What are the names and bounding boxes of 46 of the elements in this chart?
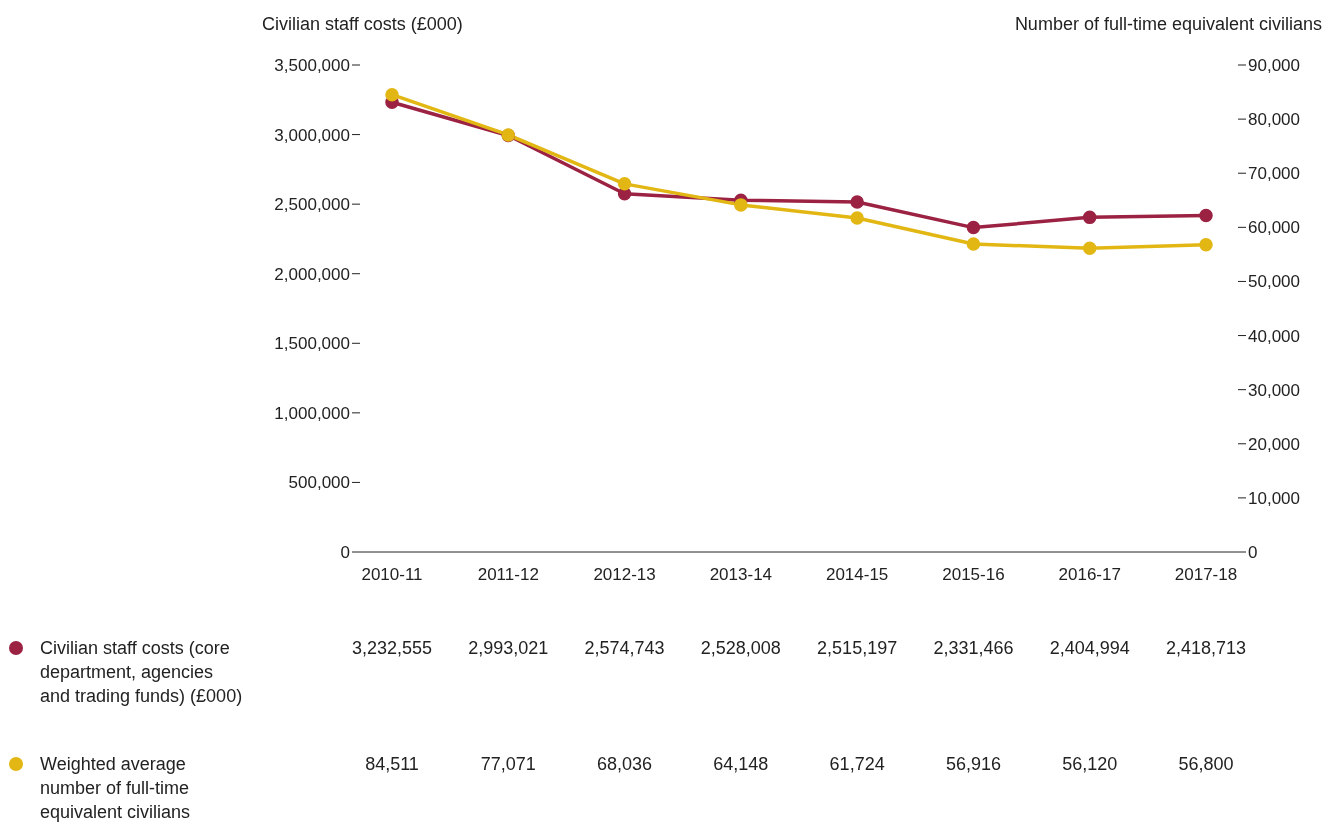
data-label: 64,148 xyxy=(712,753,770,776)
y2-tick-label: 30,000 xyxy=(1248,380,1300,400)
y2-tick-label: 70,000 xyxy=(1248,164,1300,184)
data-label: 2,418,713 xyxy=(1164,637,1248,660)
x-tick-label: 2014-15 xyxy=(825,565,889,585)
x-tick-label: 2013-14 xyxy=(709,565,773,585)
y2-tick-label: 80,000 xyxy=(1248,110,1300,130)
y-tick-label: 500,000 xyxy=(288,473,350,493)
y2-tick-label: 0 xyxy=(1248,543,1258,563)
x-tick-label: 2011-12 xyxy=(477,565,539,585)
y2-tick-label: 40,000 xyxy=(1248,326,1300,346)
y-tick-label: 3,000,000 xyxy=(274,125,350,145)
data-label: 3,232,555 xyxy=(350,637,434,660)
y2-tick-label: 20,000 xyxy=(1248,434,1300,454)
data-label: 2,331,466 xyxy=(932,637,1015,660)
data-label: 2,404,994 xyxy=(1048,637,1131,660)
y2-tick-label: 90,000 xyxy=(1248,56,1300,76)
data-label: 84,511 xyxy=(364,753,420,776)
data-label: 56,916 xyxy=(944,753,1002,776)
data-label: 2,515,197 xyxy=(816,637,899,660)
data-label: 77,071 xyxy=(479,753,537,776)
y2-tick-label: 50,000 xyxy=(1248,272,1300,292)
data-label: 2,574,743 xyxy=(583,637,666,660)
y-tick-label: 2,500,000 xyxy=(274,195,350,215)
y-tick-label: 0 xyxy=(340,543,350,563)
x-tick-label: 2012-13 xyxy=(593,565,656,585)
legend-label: Civilian staff costs (core department, agencies and trading funds) (£000) xyxy=(40,637,244,708)
data-label: 2,993,021 xyxy=(467,637,550,660)
x-tick-label: 2016-17 xyxy=(1058,565,1121,585)
legend-label: Weighted average number of full-time equivalent civilians xyxy=(40,753,192,824)
y-tick-label: 1,000,000 xyxy=(274,403,350,423)
data-label: 61,724 xyxy=(828,753,886,776)
y-tick-label: 3,500,000 xyxy=(274,56,350,76)
y-tick-label: 1,500,000 xyxy=(274,334,350,354)
x-tick-label: 2010-11 xyxy=(361,565,423,585)
y2-axis-title: Number of full-time equivalent civilians xyxy=(1014,14,1322,35)
data-label: 2,528,008 xyxy=(699,637,782,660)
data-label: 56,120 xyxy=(1061,753,1119,776)
data-label: 56,800 xyxy=(1177,753,1235,776)
x-tick-label: 2017-18 xyxy=(1174,565,1238,585)
y2-tick-label: 10,000 xyxy=(1248,488,1300,508)
data-label: 68,036 xyxy=(596,753,654,776)
y-axis-title: Civilian staff costs (£000) xyxy=(262,14,463,35)
y2-tick-label: 60,000 xyxy=(1248,218,1300,238)
y-tick-label: 2,000,000 xyxy=(274,264,350,284)
x-tick-label: 2015-16 xyxy=(942,565,1005,585)
